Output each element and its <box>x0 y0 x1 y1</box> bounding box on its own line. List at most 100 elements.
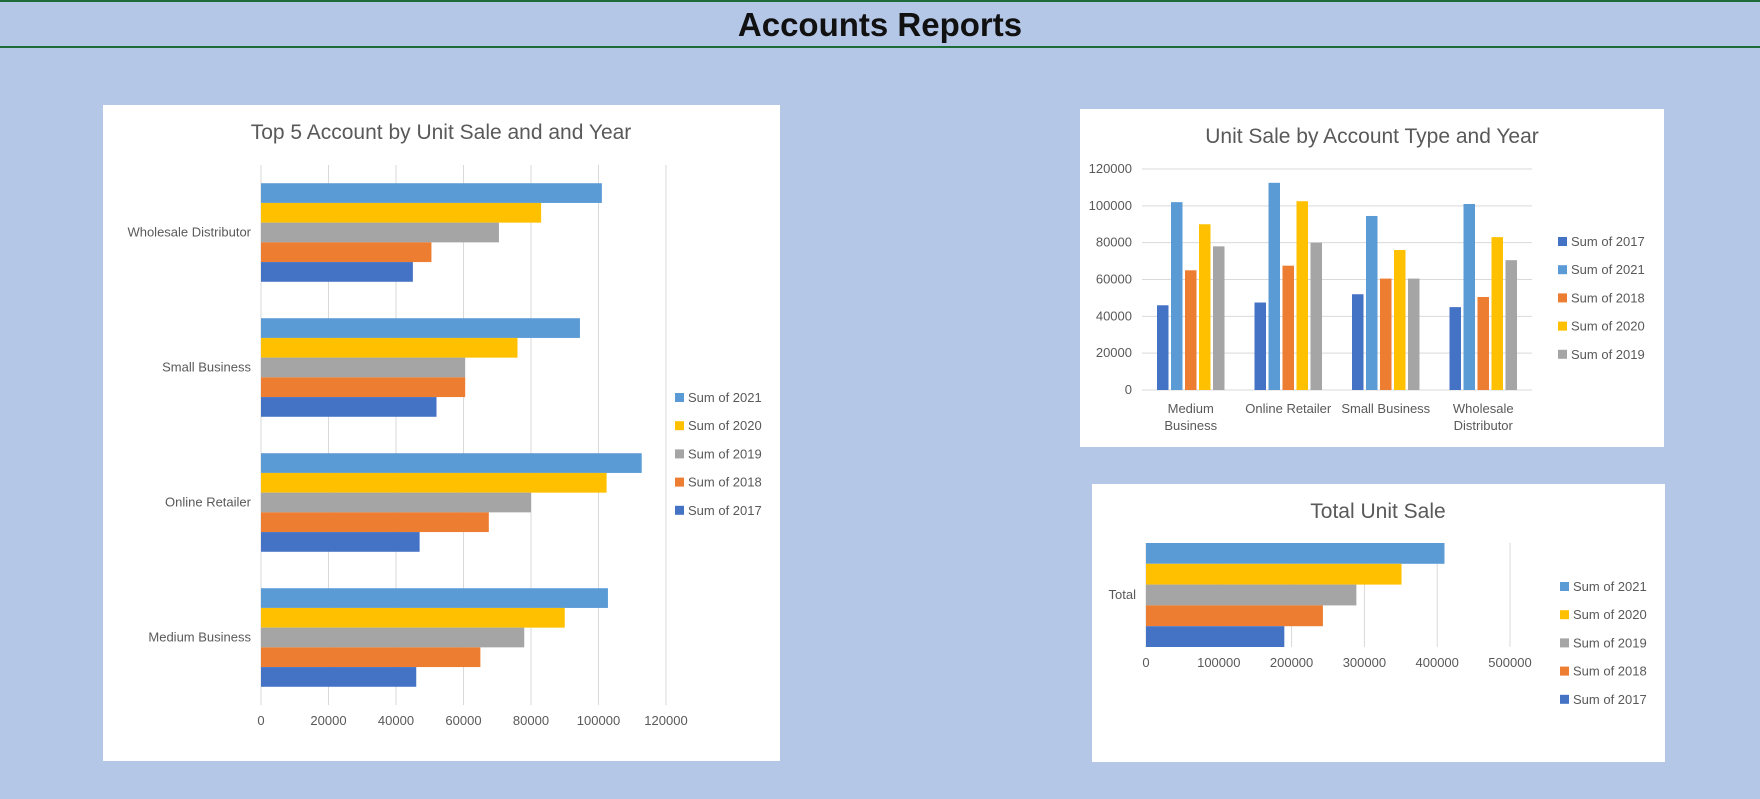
top5-bar-small-business-2020 <box>261 337 518 358</box>
top5-bar-small-business-2019 <box>261 357 466 378</box>
top5-bar-medium-business-2019 <box>261 627 525 648</box>
bytype-legend-label-2021: Sum of 2021 <box>1571 262 1645 277</box>
total-chart-panel: Total Unit Sale 0 100000 200000 300000 40000… <box>1092 484 1665 762</box>
top5-bar-wholesale-distributor-2020 <box>261 202 542 223</box>
bytype-legend-label-2018: Sum of 2018 <box>1571 290 1645 305</box>
bytype-bar-online-retailer-2018 <box>1282 265 1294 390</box>
bytype-chart-title: Unit Sale by Account Type and Year <box>1205 125 1539 148</box>
total-chart: Total Unit Sale 0 100000 200000 300000 40000… <box>1109 500 1647 707</box>
top5-chart: Top 5 Account by Unit Sale and and Year … <box>127 121 762 728</box>
bytype-bar-wholesale-distributor-2020 <box>1491 237 1503 390</box>
top5-category-label-online-retailer: Online Retailer <box>165 495 252 510</box>
top5-bar-small-business-2018 <box>261 377 466 398</box>
bytype-legend-swatch-2019 <box>1558 349 1567 359</box>
top5-legend-swatch-2021 <box>675 393 684 402</box>
bytype-category-label-wholesale-distributor-line2: Distributor <box>1454 418 1514 433</box>
top5-legend-label-2020: Sum of 2020 <box>688 418 762 433</box>
bytype-bar-small-business-2020 <box>1394 250 1406 390</box>
bytype-y-tick-label: 0 <box>1125 382 1132 397</box>
bytype-bar-online-retailer-2019 <box>1310 242 1322 390</box>
bytype-legend-swatch-2020 <box>1558 321 1567 331</box>
top5-bar-small-business-2017 <box>261 397 437 417</box>
bytype-bar-wholesale-distributor-2019 <box>1505 260 1517 390</box>
bytype-legend-label-2017: Sum of 2017 <box>1571 234 1645 249</box>
bytype-chart-panel: Unit Sale by Account Type and Year 0 2000… <box>1080 109 1664 447</box>
top5-legend-label-2017: Sum of 2017 <box>688 503 762 518</box>
top5-x-tick-label: 100000 <box>577 713 620 728</box>
top5-legend-label-2018: Sum of 2018 <box>688 475 762 490</box>
top5-bar-wholesale-distributor-2018 <box>261 242 432 263</box>
bytype-y-tick-label: 40000 <box>1096 308 1132 323</box>
total-legend-swatch-2020 <box>1560 610 1569 620</box>
top5-bar-wholesale-distributor-2019 <box>261 222 499 243</box>
top5-x-tick-label: 0 <box>257 713 264 728</box>
top5-x-tick-label: 80000 <box>513 713 549 728</box>
bytype-bar-medium-business-2018 <box>1185 270 1197 390</box>
top5-bar-online-retailer-2020 <box>261 472 607 493</box>
top5-category-label-wholesale-distributor: Wholesale Distributor <box>127 225 251 240</box>
bytype-bar-small-business-2018 <box>1380 278 1392 390</box>
top5-bar-medium-business-2021 <box>261 588 608 608</box>
bytype-bar-online-retailer-2017 <box>1254 302 1266 390</box>
total-legend-label-2021: Sum of 2021 <box>1573 579 1647 594</box>
top5-bar-medium-business-2017 <box>261 667 417 687</box>
top5-bar-online-retailer-2019 <box>261 492 531 513</box>
top5-legend-label-2019: Sum of 2019 <box>688 446 762 461</box>
top5-x-tick-label: 20000 <box>310 713 346 728</box>
total-legend-label-2019: Sum of 2019 <box>1573 635 1647 650</box>
total-bar-total-2021 <box>1146 543 1445 564</box>
bytype-legend-label-2019: Sum of 2019 <box>1571 347 1645 362</box>
total-bar-total-2017 <box>1146 626 1285 647</box>
bytype-category-label-wholesale-distributor-line1: Wholesale <box>1453 401 1514 416</box>
total-bar-total-2019 <box>1146 584 1357 606</box>
bytype-chart: Unit Sale by Account Type and Year 0 2000… <box>1089 125 1645 433</box>
bytype-bar-small-business-2021 <box>1366 215 1378 390</box>
bytype-bar-medium-business-2017 <box>1157 305 1169 390</box>
total-bar-total-2018 <box>1146 605 1323 627</box>
top5-legend-swatch-2017 <box>675 505 684 515</box>
total-x-tick-label: 300000 <box>1343 655 1386 670</box>
total-x-tick-label: 200000 <box>1270 655 1313 670</box>
top5-category-label-medium-business: Medium Business <box>148 630 251 645</box>
top5-bar-online-retailer-2018 <box>261 512 489 533</box>
top5-legend-swatch-2018 <box>675 477 684 487</box>
total-legend-swatch-2019 <box>1560 638 1569 648</box>
bytype-category-label-medium-business-line1: Medium <box>1168 401 1214 416</box>
bytype-y-tick-label: 60000 <box>1096 272 1132 287</box>
total-category-label-total: Total <box>1109 587 1137 602</box>
top5-chart-title: Top 5 Account by Unit Sale and and Year <box>251 121 632 144</box>
bytype-legend-label-2020: Sum of 2020 <box>1571 319 1645 334</box>
top5-x-tick-label: 40000 <box>378 713 414 728</box>
bytype-y-tick-label: 20000 <box>1096 345 1132 360</box>
bytype-bar-small-business-2017 <box>1352 294 1364 390</box>
bytype-bar-wholesale-distributor-2021 <box>1463 203 1475 390</box>
bytype-y-tick-label: 80000 <box>1096 235 1132 250</box>
bytype-category-label-small-business: Small Business <box>1341 401 1430 416</box>
top5-legend-swatch-2020 <box>675 421 684 431</box>
top5-legend-label-2021: Sum of 2021 <box>688 390 762 405</box>
bytype-bar-medium-business-2020 <box>1199 224 1211 390</box>
total-legend-swatch-2018 <box>1560 666 1569 676</box>
bytype-bar-medium-business-2019 <box>1213 246 1225 390</box>
total-legend-swatch-2021 <box>1560 582 1569 591</box>
top5-chart-panel: Top 5 Account by Unit Sale and and Year … <box>103 105 780 761</box>
bytype-y-tick-label: 120000 <box>1089 161 1132 176</box>
total-legend-label-2018: Sum of 2018 <box>1573 664 1647 679</box>
total-bar-total-2020 <box>1146 563 1402 585</box>
bytype-bar-wholesale-distributor-2017 <box>1449 307 1461 390</box>
bytype-bar-wholesale-distributor-2018 <box>1477 296 1489 390</box>
total-x-tick-label: 0 <box>1142 655 1149 670</box>
top5-category-label-small-business: Small Business <box>162 360 251 375</box>
total-legend-swatch-2017 <box>1560 694 1569 704</box>
total-x-tick-label: 100000 <box>1197 655 1240 670</box>
bytype-category-label-medium-business-line2: Business <box>1164 418 1217 433</box>
top5-bar-online-retailer-2021 <box>261 453 642 473</box>
bytype-legend-swatch-2017 <box>1558 237 1567 246</box>
total-x-tick-label: 500000 <box>1488 655 1531 670</box>
bytype-category-label-online-retailer: Online Retailer <box>1245 401 1332 416</box>
top5-x-tick-label: 120000 <box>644 713 687 728</box>
total-x-tick-label: 400000 <box>1416 655 1459 670</box>
top5-bar-medium-business-2018 <box>261 647 481 668</box>
total-legend-label-2017: Sum of 2017 <box>1573 692 1647 707</box>
bytype-bar-online-retailer-2021 <box>1268 182 1280 390</box>
